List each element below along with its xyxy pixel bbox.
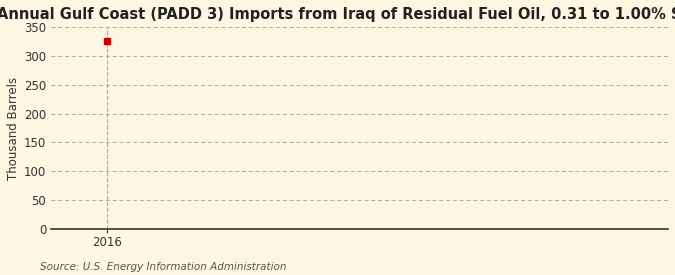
Y-axis label: Thousand Barrels: Thousand Barrels (7, 76, 20, 180)
Text: Source: U.S. Energy Information Administration: Source: U.S. Energy Information Administ… (40, 262, 287, 272)
Title: Annual Gulf Coast (PADD 3) Imports from Iraq of Residual Fuel Oil, 0.31 to 1.00%: Annual Gulf Coast (PADD 3) Imports from … (0, 7, 675, 22)
